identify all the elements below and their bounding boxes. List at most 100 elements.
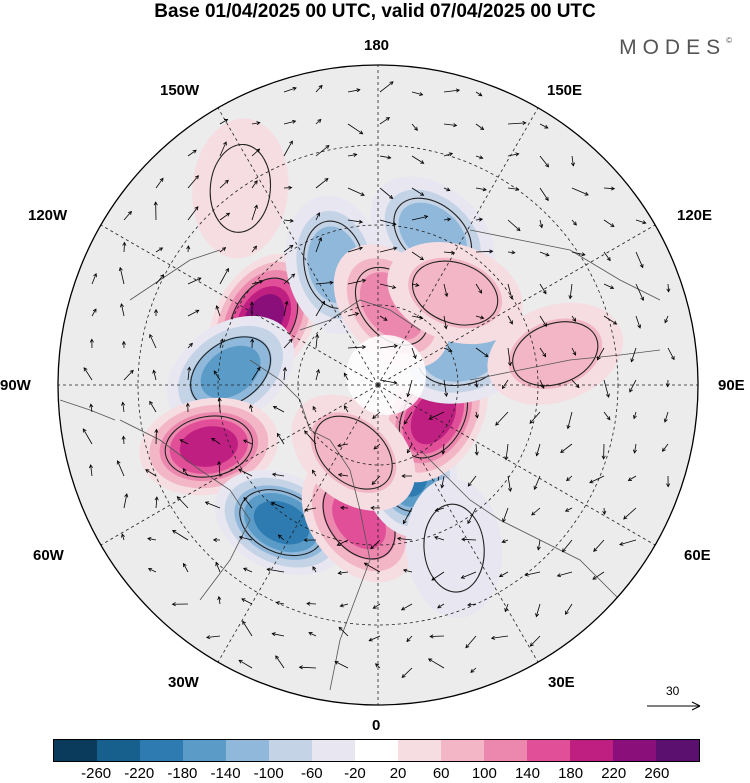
wind-vector	[343, 372, 349, 381]
wind-vector	[667, 347, 675, 361]
wind-vector	[539, 379, 545, 389]
lon-label-90e: 90E	[718, 377, 745, 394]
meridian-line	[217, 384, 379, 663]
wind-vector	[251, 148, 261, 157]
wind-vector	[152, 369, 157, 381]
colorbar-tick-label: 20	[389, 765, 407, 782]
wind-vector	[304, 507, 317, 512]
wind-vector	[374, 663, 381, 669]
wind-vector	[339, 603, 349, 608]
colorbar-tick-label: -60	[300, 765, 323, 782]
wind-vector	[379, 155, 392, 160]
lon-label-0: 0	[372, 717, 381, 734]
wind-vector	[308, 632, 317, 637]
wind-vector	[347, 345, 367, 350]
wind-vector	[490, 635, 509, 640]
wind-vector	[507, 475, 513, 493]
colorbar-swatch	[613, 740, 656, 761]
anomaly-center	[291, 394, 416, 511]
wind-vector	[283, 218, 294, 223]
wind-vector	[443, 347, 453, 353]
colorbar-tick-label: 220	[601, 765, 627, 782]
wind-vector	[206, 635, 221, 640]
wind-vector	[379, 81, 394, 93]
colorbar-tick-label: -220	[124, 765, 155, 782]
wind-vector	[347, 219, 364, 224]
wind-vector	[187, 206, 199, 221]
wind-vector	[88, 464, 93, 477]
wind-vector	[187, 149, 197, 157]
wind-vector	[185, 402, 190, 413]
wind-vector	[183, 562, 189, 573]
wind-vector	[372, 411, 381, 420]
wind-vector	[315, 237, 323, 253]
wind-vector	[635, 315, 642, 329]
colorbar-swatch	[398, 740, 441, 761]
wind-vector	[306, 601, 317, 606]
wind-vector	[347, 88, 361, 93]
wind-vector	[83, 367, 93, 381]
wind-vector	[400, 603, 413, 611]
wind-vector	[217, 397, 222, 413]
wind-vector	[602, 507, 607, 515]
wind-vector	[283, 300, 289, 317]
polar-cap	[346, 335, 426, 415]
wind-vector	[571, 251, 586, 257]
wind-vector	[475, 91, 483, 97]
wind-vector	[440, 475, 445, 489]
wind-vector	[571, 187, 589, 196]
wind-vector	[121, 340, 126, 349]
wind-vector	[379, 344, 399, 349]
wind-vector	[155, 247, 164, 253]
wind-vector	[337, 472, 349, 478]
wind-vector	[315, 212, 320, 221]
wind-vector	[507, 219, 521, 232]
wind-vector	[213, 370, 221, 381]
wind-vector	[592, 571, 605, 580]
wind-vector	[593, 539, 605, 552]
wind-vector	[187, 277, 202, 285]
wind-vector	[275, 600, 285, 605]
colorbar-tick-label: -100	[253, 765, 284, 782]
wind-vector	[401, 473, 413, 479]
anomaly-center	[405, 478, 503, 618]
brand-name: MODES	[619, 36, 727, 59]
wind-vector	[251, 279, 264, 285]
coastlines	[59, 229, 661, 691]
wind-vector	[251, 366, 261, 381]
wind-vector	[504, 603, 509, 613]
chart-title: Base 01/04/2025 00 UTC, valid 07/04/2025…	[154, 1, 596, 22]
wind-vector	[465, 635, 477, 649]
wind-vector	[217, 460, 222, 477]
wind-vector	[443, 217, 452, 222]
wind-vector	[250, 338, 255, 349]
wind-vector	[123, 493, 129, 509]
wind-vector	[271, 472, 285, 477]
coastline	[469, 349, 661, 381]
meridian-line	[217, 107, 379, 386]
wind-vector	[187, 175, 199, 189]
wind-vector	[467, 475, 477, 487]
wind-vector	[571, 315, 577, 322]
lon-label-150e: 150E	[547, 82, 583, 99]
anomaly-contour-band	[408, 257, 503, 329]
lon-label-90w: 90W	[0, 377, 31, 394]
wind-vector	[82, 428, 93, 445]
wind-vector	[443, 88, 461, 93]
wind-vector	[566, 475, 573, 482]
graticule	[58, 65, 698, 705]
wind-vector	[298, 665, 317, 670]
coastline	[469, 229, 661, 301]
wind-vector	[251, 121, 261, 126]
wind-vector	[533, 475, 541, 491]
wind-vector	[539, 283, 547, 295]
wind-vector	[630, 347, 637, 363]
colorbar-tick-label: -260	[81, 765, 112, 782]
colorbar-swatch	[441, 740, 484, 761]
colorbar-tick-label: -140	[210, 765, 241, 782]
wind-vector	[632, 411, 637, 420]
wind-vector	[238, 659, 253, 669]
wind-vector	[172, 530, 189, 541]
wind-vector	[347, 312, 360, 317]
wind-vector	[283, 185, 293, 190]
